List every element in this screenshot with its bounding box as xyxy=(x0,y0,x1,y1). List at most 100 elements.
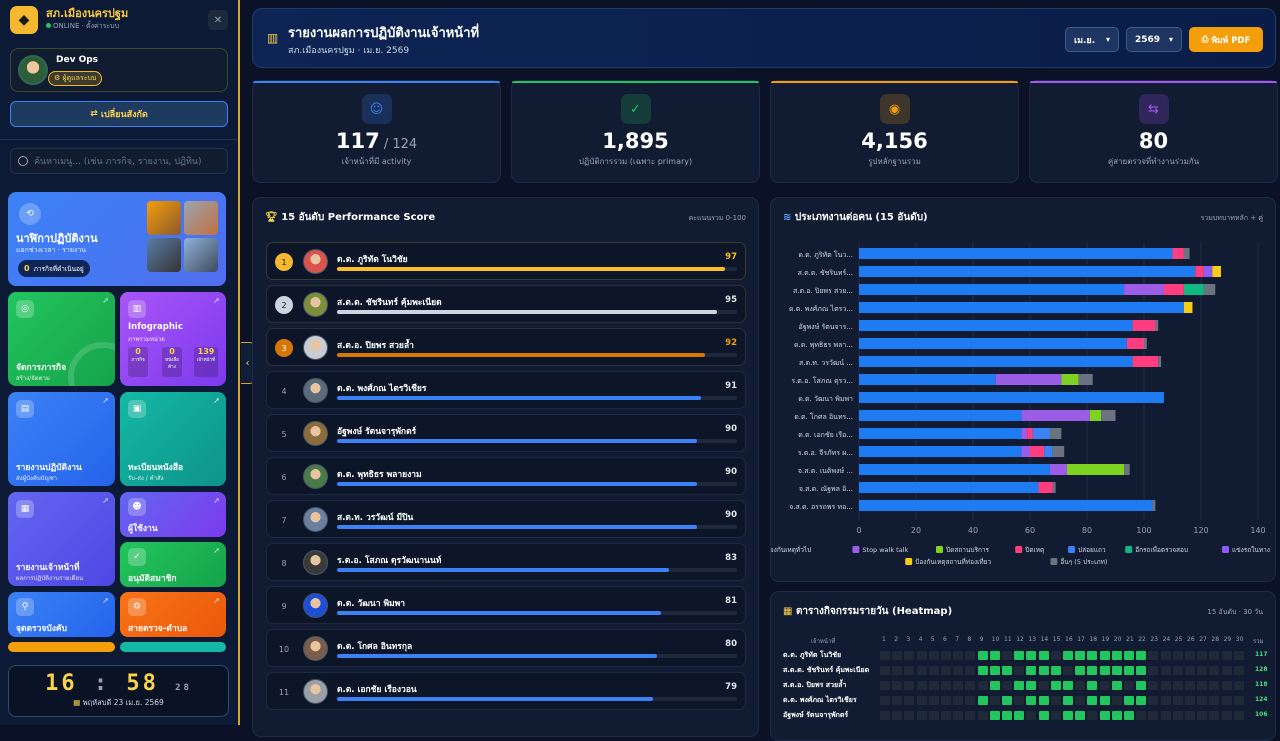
heatmap-cell[interactable] xyxy=(1197,681,1208,690)
heatmap-cell[interactable] xyxy=(1038,681,1049,690)
heatmap-cell[interactable] xyxy=(1099,681,1110,690)
heatmap-cell[interactable] xyxy=(880,666,890,675)
heatmap-cell[interactable] xyxy=(1172,666,1183,675)
heatmap-cell[interactable] xyxy=(965,651,976,660)
heatmap-cell[interactable] xyxy=(904,681,915,690)
heatmap-cell[interactable] xyxy=(1099,666,1110,675)
brand-status[interactable]: ONLINE · ตั้งค่าระบบ xyxy=(53,22,120,30)
performance-row[interactable]: 8 ร.ต.อ. โสภณ ดุรวัฒนานนท์ 83 xyxy=(266,543,746,581)
heatmap-cell[interactable] xyxy=(1014,696,1025,705)
performance-row[interactable]: 5 อัฐพงษ์ รัตนจารุพักตร์ 90 xyxy=(266,414,746,452)
heatmap-cell[interactable] xyxy=(1087,696,1098,705)
heatmap-cell[interactable] xyxy=(1197,666,1208,675)
heatmap-cell[interactable] xyxy=(1014,666,1025,675)
heatmap-cell[interactable] xyxy=(989,681,1000,690)
heatmap-cell[interactable] xyxy=(1050,651,1061,660)
heatmap-cell[interactable] xyxy=(977,651,988,660)
heatmap-cell[interactable] xyxy=(880,681,890,690)
heatmap-cell[interactable] xyxy=(1185,681,1195,690)
heatmap-cell[interactable] xyxy=(1026,711,1037,720)
heatmap-cell[interactable] xyxy=(1185,711,1195,720)
heatmap-cell[interactable] xyxy=(941,696,951,705)
menu-search-input[interactable]: ค้นหาเมนู... (เช่น ภารกิจ, รายงาน, ปฏิทิ… xyxy=(10,148,228,174)
heatmap-cell[interactable] xyxy=(928,711,939,720)
heatmap-cell[interactable] xyxy=(953,651,964,660)
heatmap-cell[interactable] xyxy=(1111,666,1122,675)
heatmap-cell[interactable] xyxy=(1026,666,1037,675)
heatmap-cell[interactable] xyxy=(1087,681,1098,690)
heatmap-cell[interactable] xyxy=(965,711,976,720)
heatmap-cell[interactable] xyxy=(892,666,903,675)
heatmap-cell[interactable] xyxy=(1111,711,1122,720)
heatmap-cell[interactable] xyxy=(1160,711,1171,720)
heatmap-cell[interactable] xyxy=(1209,681,1220,690)
heatmap-cell[interactable] xyxy=(1087,651,1098,660)
heatmap-cell[interactable] xyxy=(1050,696,1061,705)
heatmap-cell[interactable] xyxy=(1099,651,1110,660)
heatmap-cell[interactable] xyxy=(1124,666,1134,675)
heatmap-cell[interactable] xyxy=(928,666,939,675)
heatmap-cell[interactable] xyxy=(1026,696,1037,705)
heatmap-cell[interactable] xyxy=(941,711,951,720)
heatmap-cell[interactable] xyxy=(953,681,964,690)
heatmap-cell[interactable] xyxy=(1038,696,1049,705)
heatmap-cell[interactable] xyxy=(989,666,1000,675)
heatmap-cell[interactable] xyxy=(1221,711,1232,720)
close-sidebar-button[interactable]: ✕ xyxy=(208,10,228,30)
heatmap-cell[interactable] xyxy=(1087,666,1098,675)
heatmap-cell[interactable] xyxy=(977,711,988,720)
performance-row[interactable]: 7 ส.ต.ท. วรวัฒน์ มีปิน 90 xyxy=(266,500,746,538)
heatmap-cell[interactable] xyxy=(989,696,1000,705)
heatmap-cell[interactable] xyxy=(1124,651,1134,660)
heatmap-cell[interactable] xyxy=(1148,711,1159,720)
heatmap-cell[interactable] xyxy=(904,711,915,720)
tile-approve-members[interactable]: ✓ ➚ อนุมัติสมาชิก xyxy=(120,542,226,587)
heatmap-cell[interactable] xyxy=(1063,681,1073,690)
heatmap-cell[interactable] xyxy=(1014,681,1025,690)
heatmap-cell[interactable] xyxy=(1050,711,1061,720)
heatmap-cell[interactable] xyxy=(941,651,951,660)
tile-users[interactable]: ☻ ➚ ผู้ใช้งาน xyxy=(120,492,226,537)
heatmap-cell[interactable] xyxy=(1026,651,1037,660)
heatmap-cell[interactable] xyxy=(1050,666,1061,675)
heatmap-cell[interactable] xyxy=(1160,681,1171,690)
heatmap-cell[interactable] xyxy=(1099,711,1110,720)
heatmap-cell[interactable] xyxy=(1209,666,1220,675)
heatmap-cell[interactable] xyxy=(1148,681,1159,690)
performance-row[interactable]: 1 ด.ต. ภูริทัต โนวิชัย 97 xyxy=(266,242,746,280)
tile-work-clock[interactable]: ⟲ นาฬิกาปฏิบัติงาน แยกช่วงเวลา · รายงาน … xyxy=(8,192,226,286)
heatmap-cell[interactable] xyxy=(1148,696,1159,705)
heatmap-cell[interactable] xyxy=(977,681,988,690)
heatmap-cell[interactable] xyxy=(1233,681,1244,690)
heatmap-cell[interactable] xyxy=(1111,696,1122,705)
heatmap-cell[interactable] xyxy=(1197,651,1208,660)
heatmap-cell[interactable] xyxy=(1111,681,1122,690)
heatmap-cell[interactable] xyxy=(1209,711,1220,720)
heatmap-cell[interactable] xyxy=(1185,696,1195,705)
heatmap-cell[interactable] xyxy=(1136,681,1147,690)
user-card[interactable]: Dev Ops ⚙ ผู้ดูแลระบบ xyxy=(10,48,228,92)
heatmap-cell[interactable] xyxy=(904,651,915,660)
heatmap-cell[interactable] xyxy=(1063,696,1073,705)
heatmap-cell[interactable] xyxy=(965,666,976,675)
heatmap-cell[interactable] xyxy=(1075,681,1086,690)
heatmap-cell[interactable] xyxy=(989,651,1000,660)
heatmap-cell[interactable] xyxy=(928,681,939,690)
heatmap-cell[interactable] xyxy=(1099,696,1110,705)
heatmap-cell[interactable] xyxy=(1233,666,1244,675)
heatmap-cell[interactable] xyxy=(928,696,939,705)
heatmap-cell[interactable] xyxy=(916,681,927,690)
heatmap-cell[interactable] xyxy=(1038,666,1049,675)
performance-row[interactable]: 11 ด.ต. เอกชัย เรืองวอน 79 xyxy=(266,672,746,710)
heatmap-cell[interactable] xyxy=(1002,651,1012,660)
heatmap-cell[interactable] xyxy=(1172,651,1183,660)
switch-unit-button[interactable]: ⇄ เปลี่ยนสังกัด xyxy=(10,101,228,127)
heatmap-cell[interactable] xyxy=(1124,711,1134,720)
heatmap-cell[interactable] xyxy=(880,651,890,660)
heatmap-cell[interactable] xyxy=(989,711,1000,720)
performance-row[interactable]: 3 ส.ต.อ. ปิยพร สวยล้ำ 92 xyxy=(266,328,746,366)
heatmap-cell[interactable] xyxy=(1136,666,1147,675)
heatmap-cell[interactable] xyxy=(1136,696,1147,705)
tile-patrol[interactable]: ⚙ ➚ สายตรวจ-ตำบล xyxy=(120,592,226,637)
performance-row[interactable]: 9 ด.ต. วัฒนา พิมพา 81 xyxy=(266,586,746,624)
